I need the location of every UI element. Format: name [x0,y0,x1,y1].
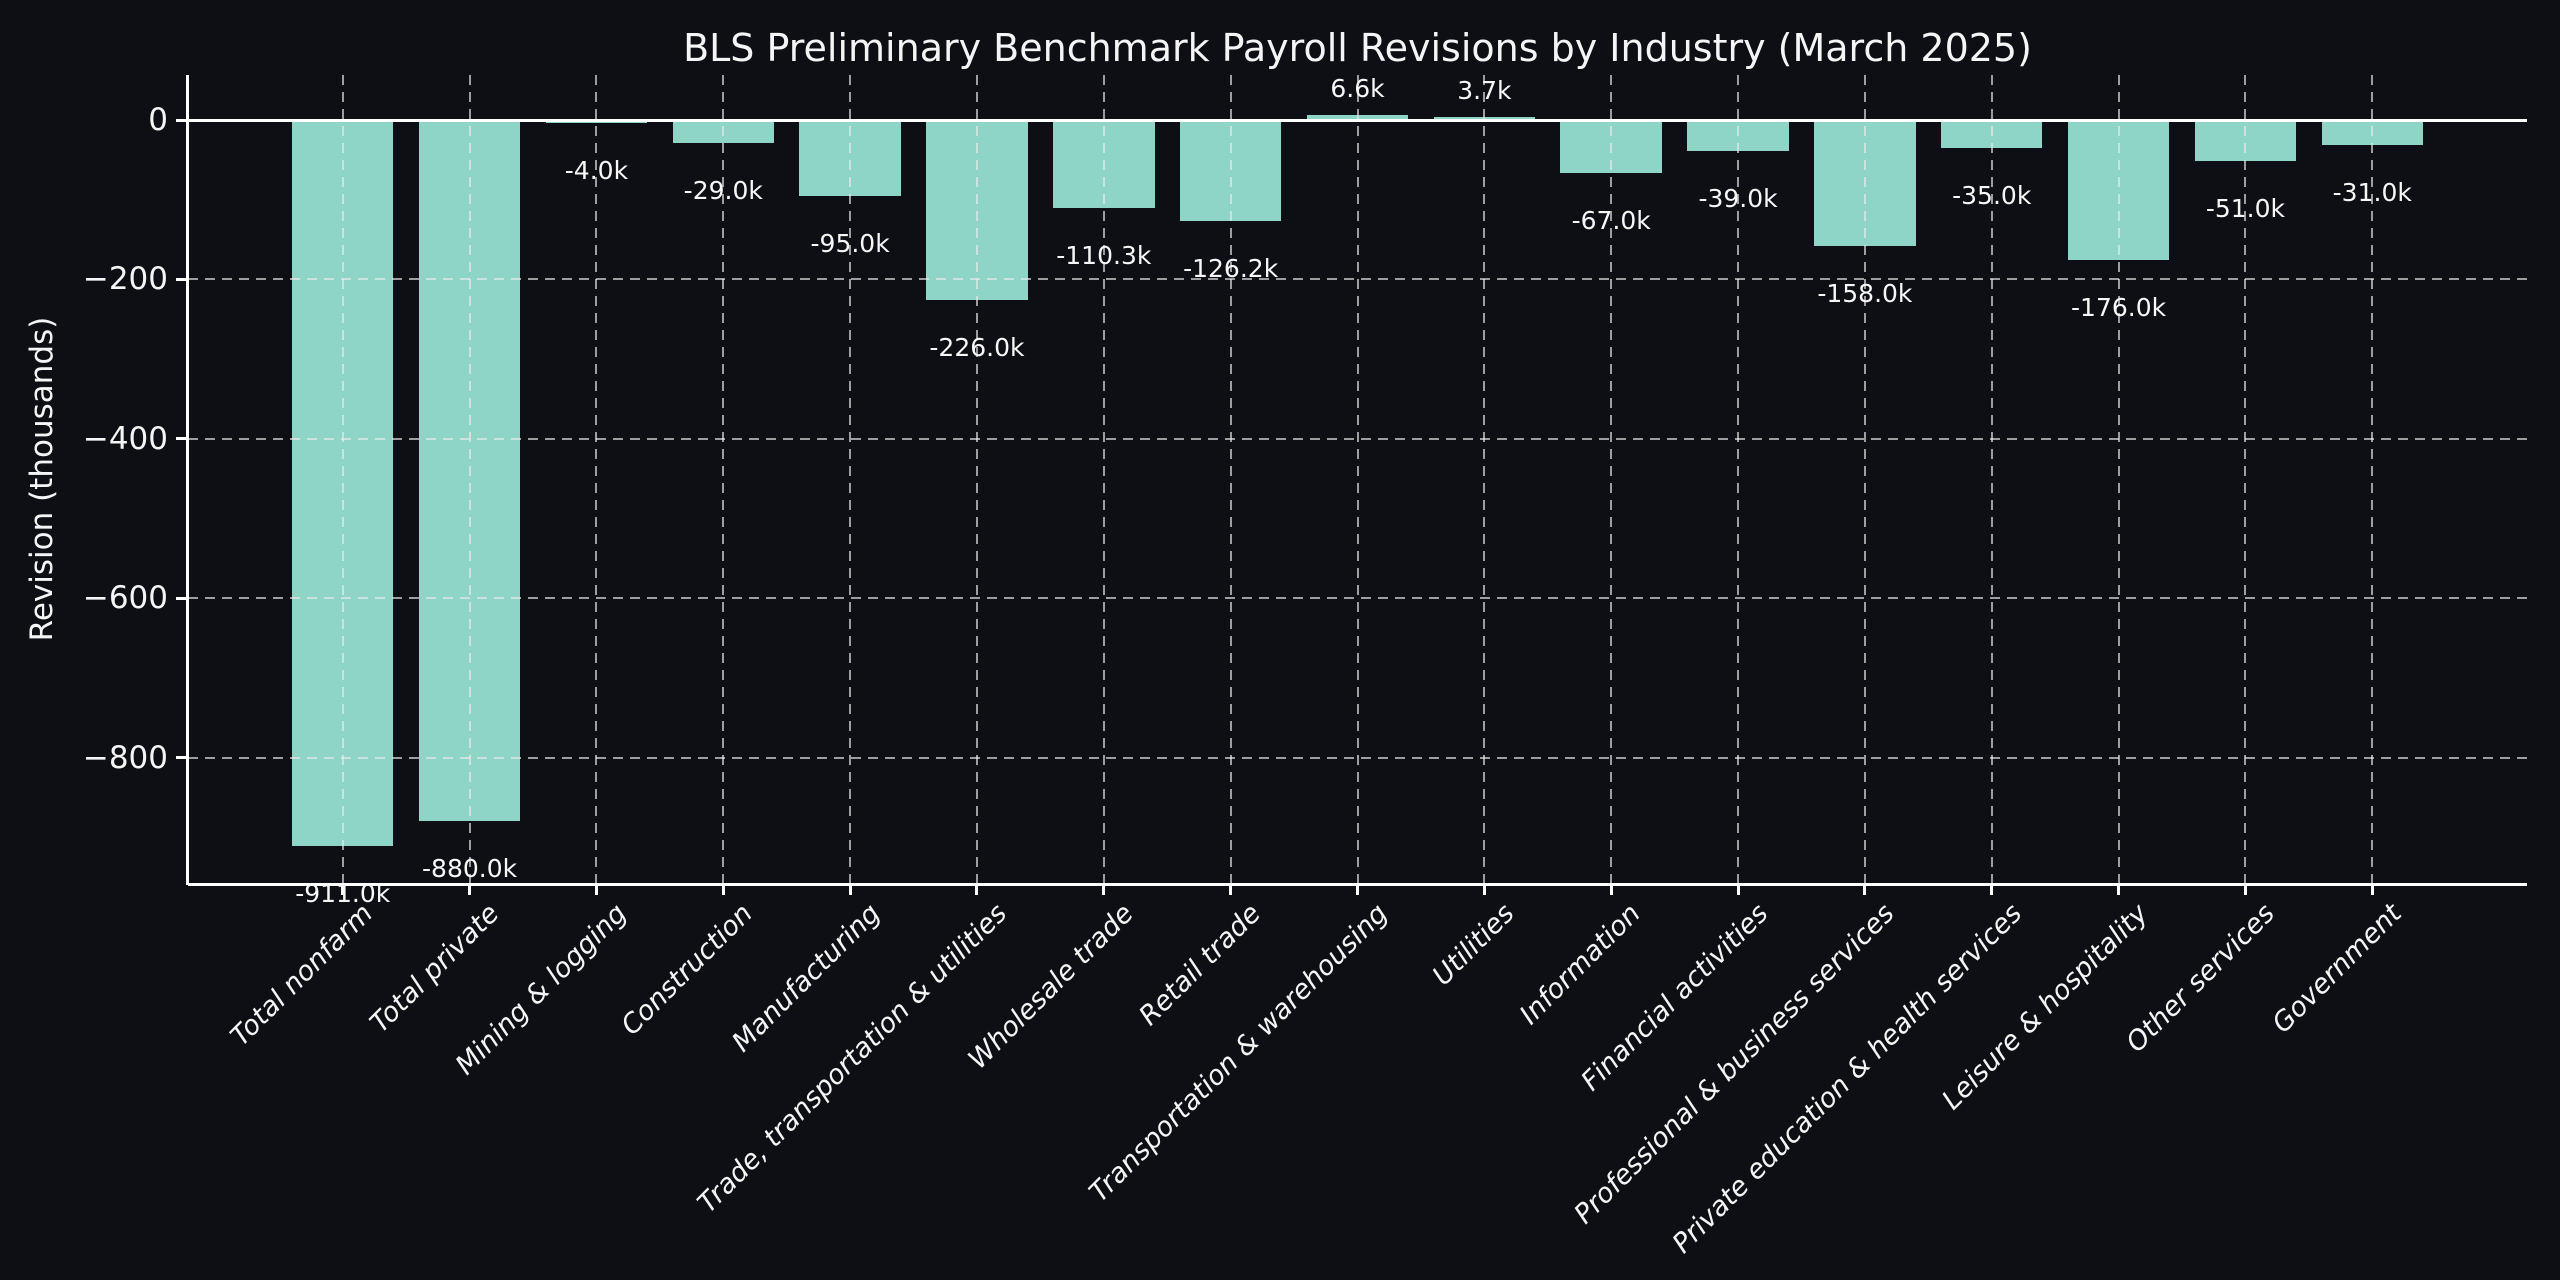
v-gridline [1737,75,1740,883]
x-tick-mark [848,883,852,895]
bar-value-label: 6.6k [1330,73,1385,103]
x-tick-mark [2243,883,2247,895]
bar-value-label: -95.0k [810,228,890,258]
y-tick-mark [176,437,188,441]
x-tick-label: Total nonfarm [224,898,379,1053]
v-gridline [1610,75,1613,883]
y-tick-mark [176,277,188,281]
x-tick-label: Retail trade [1132,898,1267,1032]
x-tick-mark [1229,883,1233,895]
v-gridline [2244,75,2247,883]
v-gridline [722,75,725,883]
left-spine [186,75,189,885]
x-tick-label: Leisure & hospitality [1936,898,2155,1117]
v-gridline [1356,75,1359,883]
bar-value-label: -911.0k [295,879,391,909]
bar-value-label: 3.7k [1457,76,1512,106]
x-tick-mark [721,883,725,895]
bar-value-label: -67.0k [1571,206,1651,236]
bar-value-label: -51.0k [2205,193,2285,223]
y-tick-mark [176,118,188,122]
x-tick-mark [1736,883,1740,895]
v-gridline [2117,75,2120,883]
y-tick-mark [176,596,188,600]
x-tick-mark [1990,883,1994,895]
bar-value-label: -29.0k [683,176,763,206]
x-tick-label: Utilities [1426,898,1521,992]
y-tick-mark [176,756,188,760]
x-tick-mark [2370,883,2374,895]
x-tick-label: Construction [615,898,760,1042]
v-gridline [1863,75,1866,883]
y-tick-label: −200 [82,261,168,298]
x-tick-mark [1102,883,1106,895]
v-gridline [1483,75,1486,883]
x-tick-mark [341,883,345,895]
x-tick-mark [1863,883,1867,895]
x-tick-label: Government [2266,898,2409,1040]
v-gridline [849,75,852,883]
bar-value-label: -110.3k [1056,240,1152,270]
bar-value-label: -35.0k [1952,180,2032,210]
v-gridline [341,75,344,883]
x-tick-label: Total private [364,898,506,1039]
bar-value-label: -4.0k [564,156,629,186]
bar-value-label: -176.0k [2071,293,2167,323]
bar-value-label: -226.0k [929,333,1025,363]
v-gridline [1990,75,1993,883]
x-tick-mark [594,883,598,895]
v-gridline [468,75,471,883]
y-tick-label: −400 [82,420,168,457]
v-gridline [2371,75,2374,883]
bar-value-label: -158.0k [1817,278,1913,308]
x-tick-mark [1482,883,1486,895]
y-tick-label: −600 [82,580,168,617]
v-gridline [595,75,598,883]
bar-value-label: -126.2k [1183,253,1279,283]
x-tick-mark [1609,883,1613,895]
x-tick-mark [1356,883,1359,895]
bar-value-label: -880.0k [422,854,518,884]
x-tick-mark [468,883,472,895]
bottom-spine [188,883,2527,886]
y-tick-label: −800 [82,739,168,776]
bar-value-label: -31.0k [2332,177,2412,207]
x-tick-mark [975,883,979,895]
v-gridline [1102,75,1105,883]
v-gridline [1229,75,1232,883]
bar-value-label: -39.0k [1698,184,1778,214]
x-tick-label: Information [1514,898,1648,1031]
v-gridline [975,75,978,883]
zero-line [188,118,2527,122]
x-tick-mark [2117,883,2121,895]
y-tick-label: 0 [148,102,168,138]
chart-title: BLS Preliminary Benchmark Payroll Revisi… [683,26,2032,70]
